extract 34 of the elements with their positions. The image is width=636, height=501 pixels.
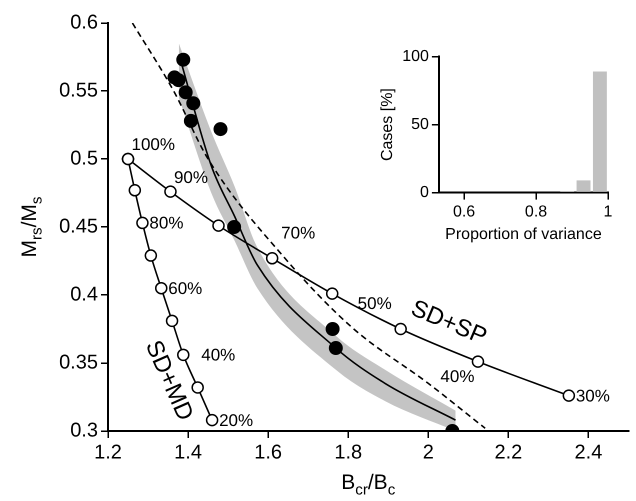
y-tick-label: 0.4 [70, 284, 98, 306]
y-tick-label: 0.35 [59, 352, 98, 374]
y-tick-label: 0.3 [70, 420, 98, 442]
x-tick-label: 2 [422, 442, 434, 464]
y-tick-label: 0 [420, 184, 429, 202]
y-tick-label: 0.5 [70, 148, 98, 170]
annotation: 20% [219, 410, 254, 430]
y-tick-label: 50 [411, 116, 429, 134]
y-tick-label: 0.45 [59, 216, 98, 238]
x-tick-label: 2.4 [574, 442, 602, 464]
annotation: 70% [281, 223, 316, 242]
annotation: 90% [174, 168, 208, 187]
x-tick-label: 2.2 [494, 442, 522, 464]
x-tick-label: 1.6 [254, 442, 282, 464]
x-tick-label: 0.8 [524, 204, 548, 221]
x-tick-label: 1 [604, 204, 613, 221]
annotation: 80% [149, 214, 184, 233]
x-tick-label: 1.4 [174, 442, 202, 464]
x-axis-title: Proportion of variance [445, 226, 602, 243]
x-tick-label: 0.6 [452, 204, 476, 221]
text: SD+SP [407, 294, 491, 350]
annotation: 60% [168, 278, 202, 298]
x-tick-label: 1.2 [94, 442, 122, 464]
annotation: 100% [132, 135, 176, 154]
x-tick-label: 1.8 [334, 442, 362, 464]
annotation: 50% [358, 294, 392, 314]
y-tick-label: 0.6 [70, 12, 98, 34]
annotation: 40% [201, 346, 236, 365]
y-axis-title: Cases [%] [379, 88, 396, 162]
y-axis-title: Mrs/Ms [18, 196, 46, 258]
y-tick-label: 100 [402, 48, 429, 66]
annotation: 30% [576, 386, 610, 406]
y-tick-label: 0.55 [59, 80, 98, 102]
annotation: 40% [440, 366, 474, 386]
